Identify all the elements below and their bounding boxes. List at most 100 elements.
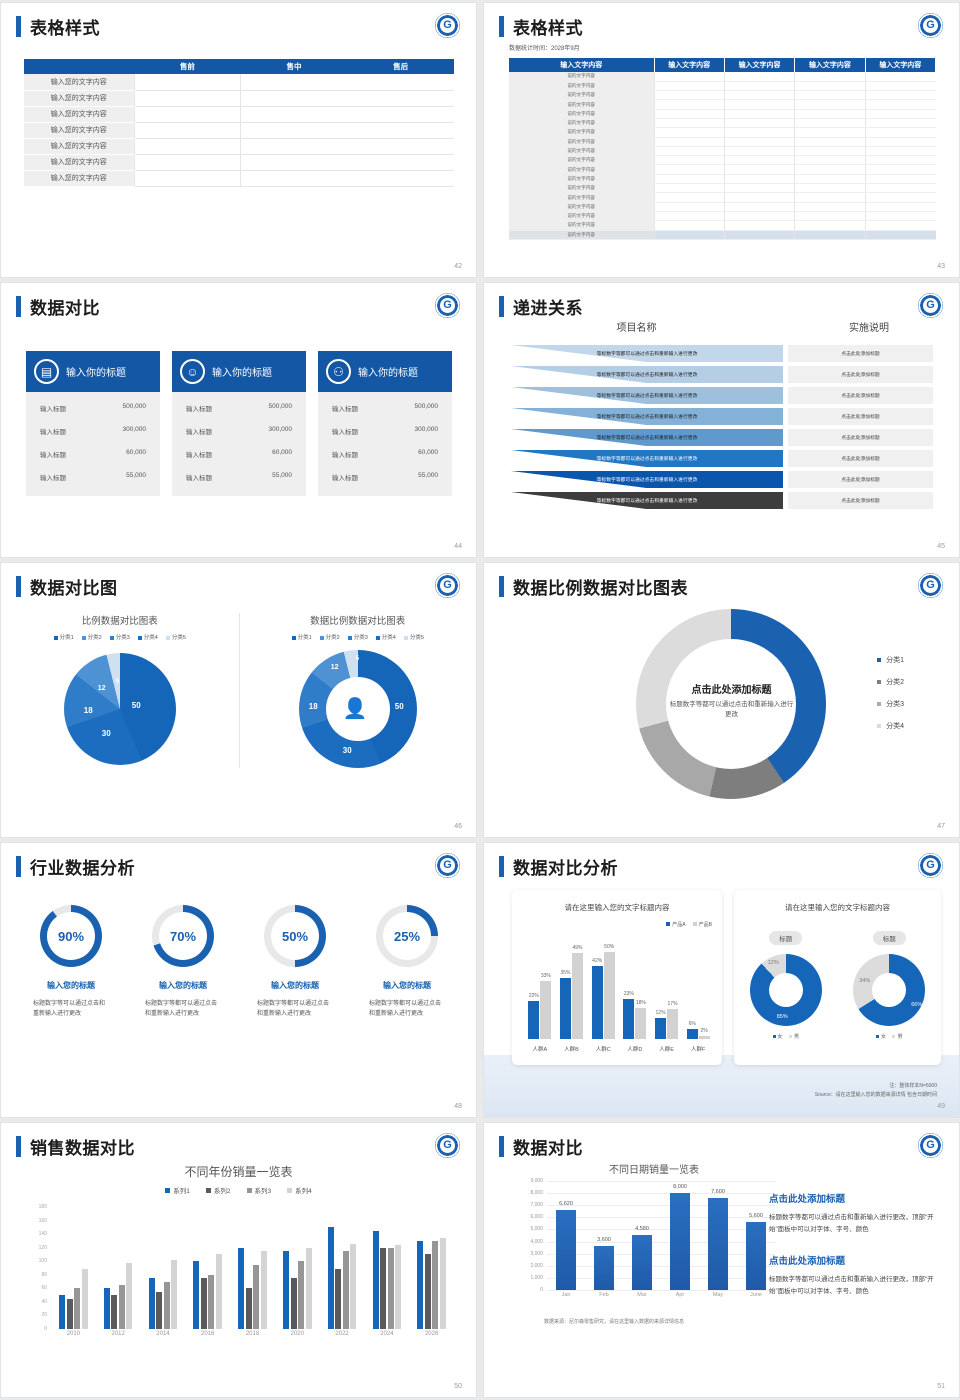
item-label: 输入标题 [332, 452, 358, 459]
comparison-card[interactable]: ▤ 输入你的标题 输入标题 500,000 输入标题 300,000 输入标题 60,… [26, 351, 160, 496]
slide-50[interactable]: 销售数据对比 G 不同年份销量一览表 系列1 系列2 系列3 系列4 0 20 40… [0, 1122, 477, 1398]
comparison-card[interactable]: ⚇ 输入你的标题 输入标题 500,000 输入标题 300,000 输入标题 60,… [318, 351, 452, 496]
bar [193, 1261, 200, 1329]
chevron-step[interactable]: 等标数字等都可以通过点击和重新输入进行更改 [511, 450, 783, 467]
list-item: 输入标题 60,000 [186, 449, 292, 459]
step-description[interactable]: 点击此处添加标题 [788, 471, 933, 488]
cell [347, 138, 454, 155]
legend-item: 系列4 [287, 1185, 312, 1195]
step-description[interactable]: 点击此处添加标题 [788, 450, 933, 467]
chart-legend: 女 男 [838, 1033, 942, 1040]
chevron-step[interactable]: 等标数字等都可以通过点击和重新输入进行更改 [511, 429, 783, 446]
step-description[interactable]: 点击此处添加标题 [788, 387, 933, 404]
slide-42[interactable]: 表格样式 G 售前 售中 售后 输入您的文字内容 输入您的文字内容 输入您的文字… [0, 2, 477, 278]
progression-row[interactable]: 等标数字等都可以通过点击和重新输入进行更改 点击此处添加标题 [511, 471, 933, 488]
title-accent-bar [499, 296, 504, 317]
comparison-card[interactable]: ☺ 输入你的标题 输入标题 500,000 输入标题 300,000 输入标题 60,… [172, 351, 306, 496]
chevron-step[interactable]: 等标数字等都可以通过点击和重新输入进行更改 [511, 387, 783, 404]
chevron-step[interactable]: 等标数字等都可以通过点击和重新输入进行更改 [511, 345, 783, 362]
step-description[interactable]: 点击此处添加标题 [788, 366, 933, 383]
progression-row[interactable]: 等标数字等都可以通过点击和重新输入进行更改 点击此处添加标题 [511, 492, 933, 509]
bar [118, 1284, 125, 1329]
step-label: 等标数字等都可以通过点击和重新输入进行更改 [596, 415, 698, 420]
y-tick-label: 100 [38, 1258, 47, 1265]
row-label: 说的文字内容 [509, 211, 654, 222]
bar: 3,600 [594, 1237, 614, 1290]
progress-ring-cell[interactable]: 25% 输入您的标题 标题数字等都可以通过点击和重新输入进行更改 [351, 905, 463, 1020]
progression-row[interactable]: 等标数字等都可以通过点击和重新输入进行更改 点击此处添加标题 [511, 450, 933, 467]
bar-value-label: 33% [540, 973, 551, 980]
step-description[interactable]: 点击此处添加标题 [788, 345, 933, 362]
col-presale: 售前 [134, 59, 241, 74]
table-row: 说的文字内容 [509, 99, 936, 110]
legend-item: 分类1 [877, 655, 904, 665]
cell [653, 183, 725, 194]
gridline [547, 1241, 775, 1243]
bar-group [275, 1207, 320, 1329]
row-label: 说的文字内容 [509, 90, 654, 101]
progression-row[interactable]: 等标数字等都可以通过点击和重新输入进行更改 点击此处添加标题 [511, 366, 933, 383]
chevron-step[interactable]: 等标数字等都可以通过点击和重新输入进行更改 [511, 366, 783, 383]
slide-49[interactable]: 数据对比分析 G 请在这里输入您的文字标题内容 产品A 产品B 22% 33% 35… [483, 842, 960, 1118]
row-label: 说的文字内容 [509, 146, 654, 157]
slide-46[interactable]: 数据对比图 G 比例数据对比图表 分类1 分类2 分类3 分类4 分类5 50 … [0, 562, 477, 838]
list-item: 输入标题 60,000 [40, 449, 146, 459]
slide-47[interactable]: 数据比例数据对比图表 G 点击此处添加标题 标题数字等都可以通过点击和重新输入进… [483, 562, 960, 838]
cell [723, 202, 795, 212]
bar-value-label: 18% [635, 999, 646, 1006]
column-headers: 项目名称 实施说明 [484, 319, 959, 334]
slice-label: 5 [115, 679, 120, 685]
y-tick-label: 180 [38, 1204, 47, 1210]
cell [794, 90, 866, 101]
slide-51[interactable]: 数据对比 G 不同日期销量一览表 0 1,000 2,000 3,000 4,000 5,… [483, 1122, 960, 1398]
x-tick-label: 2022 [335, 1331, 349, 1337]
progression-row[interactable]: 等标数字等都可以通过点击和重新输入进行更改 点击此处添加标题 [511, 345, 933, 362]
step-description[interactable]: 点击此处添加标题 [788, 429, 933, 446]
brand-logo-icon: G [435, 293, 460, 318]
list-item: 输入标题 300,000 [186, 426, 292, 436]
cell [653, 174, 725, 185]
y-tick-label: 40 [41, 1298, 47, 1305]
x-tick-label: 人群D [627, 1047, 643, 1053]
bar [342, 1251, 349, 1329]
chevron-step[interactable]: 等标数字等都可以通过点击和重新输入进行更改 [511, 471, 783, 488]
bar [350, 1244, 357, 1329]
progress-ring-cell[interactable]: 90% 输入您的标题 标题数字等可以通过点击和重新输入进行更改 [15, 905, 127, 1020]
progress-ring-cell[interactable]: 50% 输入您的标题 标题数字等都可以通过点击和重新输入进行更改 [239, 905, 351, 1020]
list-item: 输入标题 300,000 [40, 426, 146, 436]
donut-pair-panel: 请在这里输入您的文字标题内容 标题 85% 12% 女 男 标题 [734, 890, 941, 1065]
cell [240, 154, 348, 171]
slide-44[interactable]: 数据对比 G ▤ 输入你的标题 输入标题 500,000 输入标题 300,000 … [0, 282, 477, 558]
bar: 12% [655, 1010, 667, 1039]
cell [133, 106, 241, 123]
progression-row[interactable]: 等标数字等都可以通过点击和重新输入进行更改 点击此处添加标题 [511, 387, 933, 404]
gridline [547, 1193, 775, 1195]
cell [864, 230, 936, 240]
table-header-row: 输入文字内容 输入文字内容 输入文字内容 输入文字内容 输入文字内容 [509, 58, 937, 72]
step-description[interactable]: 点击此处添加标题 [788, 492, 933, 509]
slide-48[interactable]: 行业数据分析 G 90% 输入您的标题 标题数字等可以通过点击和重新输入进行更改 70… [0, 842, 477, 1118]
donut-pair: 标题 85% 12% 女 男 标题 66% 34% [734, 928, 941, 1040]
col-1: 输入文字内容 [509, 58, 655, 72]
item-value: 500,000 [414, 403, 439, 410]
cell [864, 127, 936, 138]
item-label: 输入标题 [186, 406, 212, 413]
progress-ring-cell[interactable]: 70% 输入您的标题 标题数字等都可以通过点击和重新输入进行更改 [127, 905, 239, 1020]
progression-row[interactable]: 等标数字等都可以通过点击和重新输入进行更改 点击此处添加标题 [511, 429, 933, 446]
legend-item: 分类1 [291, 633, 312, 641]
list-item: 输入标题 55,000 [186, 472, 292, 482]
chevron-step[interactable]: 等标数字等都可以通过点击和重新输入进行更改 [511, 408, 783, 425]
cell [864, 118, 936, 129]
slide-43[interactable]: 表格样式 G 数据统计时间：2028年9月 输入文字内容 输入文字内容 输入文字… [483, 2, 960, 278]
chevron-step[interactable]: 等标数字等都可以通过点击和重新输入进行更改 [511, 492, 783, 509]
item-value: 55,000 [272, 472, 292, 479]
table-row: 输入您的文字内容 [24, 138, 454, 155]
chart-source: 数据来源：尼尔森零售研究，请在这里输入数据的来源详情信息 [544, 1319, 685, 1325]
step-description[interactable]: 点击此处添加标题 [788, 408, 933, 425]
list-item: 输入标题 500,000 [186, 403, 292, 413]
progression-row[interactable]: 等标数字等都可以通过点击和重新输入进行更改 点击此处添加标题 [511, 408, 933, 425]
slide-45[interactable]: 递进关系 G 项目名称 实施说明 等标数字等都可以通过点击和重新输入进行更改 点击… [483, 282, 960, 558]
row-label: 说的文字内容 [509, 202, 654, 212]
cell [240, 90, 348, 107]
col-3: 输入文字内容 [724, 58, 796, 72]
